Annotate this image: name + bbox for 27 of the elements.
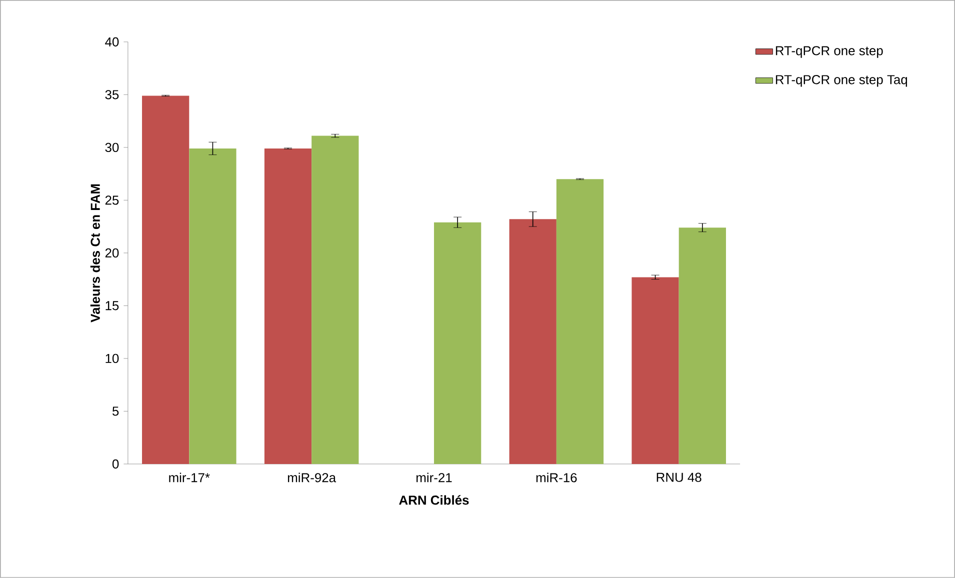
x-tick-label: RNU 48 bbox=[656, 472, 702, 482]
bar bbox=[142, 96, 190, 464]
y-tick-label: 40 bbox=[105, 37, 119, 47]
y-tick-label: 15 bbox=[106, 301, 119, 310]
bar bbox=[632, 277, 679, 464]
x-tick-label: miR-16 bbox=[536, 472, 577, 482]
y-tick-label: 35 bbox=[105, 90, 119, 100]
x-axis-title: ARN Ciblés bbox=[399, 495, 469, 505]
x-tick-label: mir-21 bbox=[416, 472, 452, 482]
y-tick-label: 10 bbox=[106, 354, 119, 364]
x-tick-label: miR-92a bbox=[288, 472, 336, 482]
bar bbox=[509, 219, 556, 464]
y-tick-label: 20 bbox=[105, 248, 119, 258]
bar bbox=[434, 222, 482, 464]
bar bbox=[264, 148, 312, 464]
y-tick-label: 25 bbox=[105, 196, 119, 205]
y-axis-title: Valeurs des Ct en FAM bbox=[90, 184, 100, 322]
y-tick-label: 5 bbox=[112, 406, 119, 416]
y-tick-label: 0 bbox=[112, 459, 119, 469]
bar bbox=[556, 179, 604, 464]
y-tick-label: 30 bbox=[105, 142, 119, 152]
legend-label: RT-qPCR one step bbox=[776, 46, 883, 58]
x-tick-label: mir-17* bbox=[169, 472, 210, 482]
bar bbox=[312, 136, 359, 464]
bar bbox=[678, 228, 726, 464]
legend-label: RT-qPCR one step Taq bbox=[776, 75, 908, 87]
bar bbox=[189, 148, 236, 464]
